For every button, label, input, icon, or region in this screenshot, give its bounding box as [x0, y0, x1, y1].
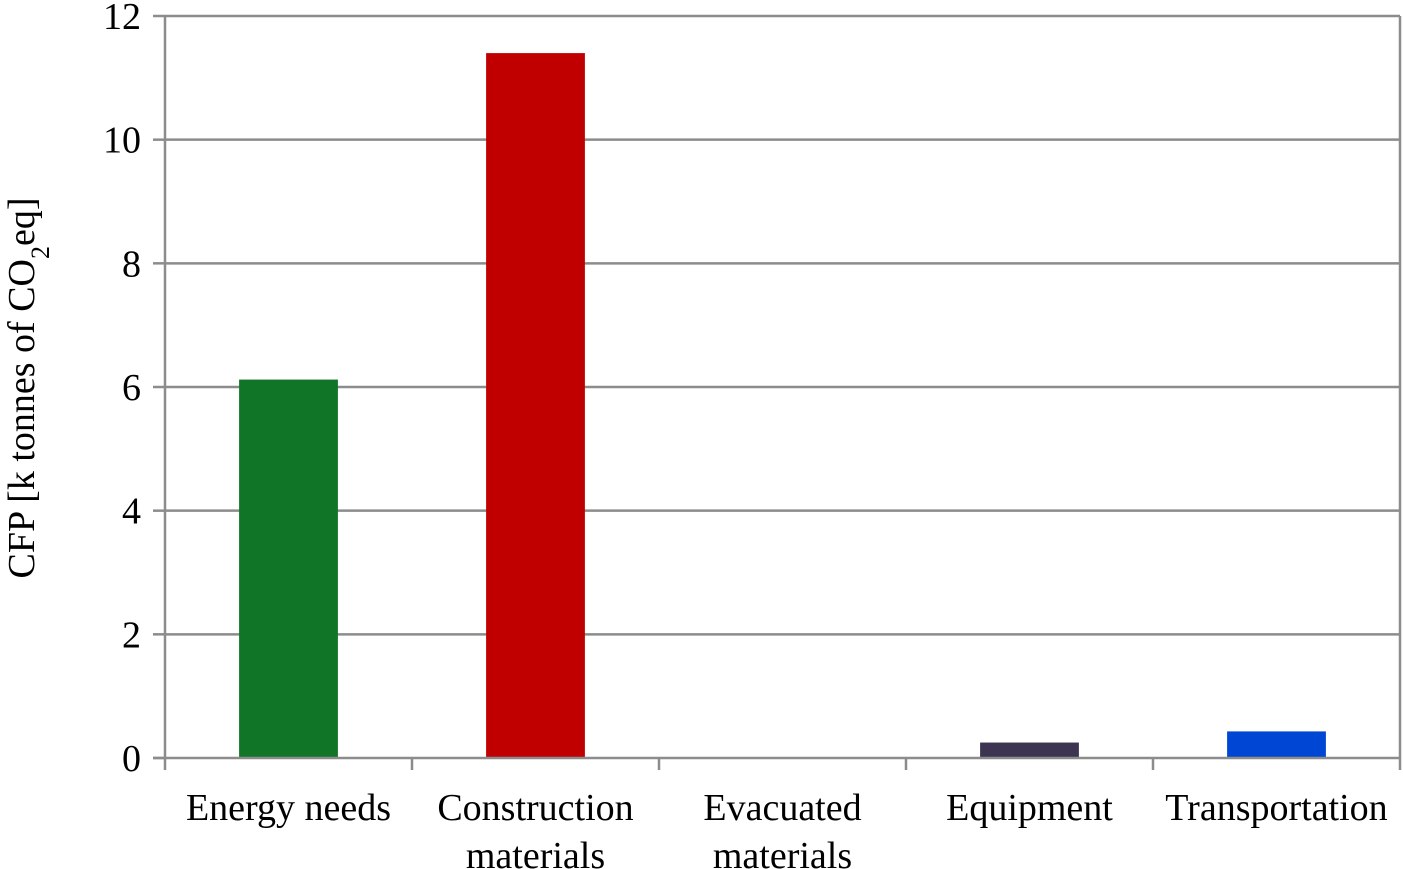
gridlines	[165, 14, 1400, 636]
bar	[239, 379, 338, 758]
y-tick-label: 4	[122, 491, 141, 533]
y-axis-title-subscript: 2	[26, 246, 55, 259]
x-tick-label: Transportation	[1165, 787, 1387, 829]
axes	[153, 14, 1402, 770]
y-tick-label: 12	[103, 0, 141, 38]
x-tick-label: Evacuated materials	[703, 787, 861, 869]
bar	[486, 53, 585, 759]
y-tick-labels: 0 2 4 6 8 10 12	[103, 0, 141, 780]
y-axis-title-prefix: CFP [k tonnes of CO	[1, 259, 43, 579]
bar	[1227, 731, 1326, 758]
x-tick-labels: Energy needs Construction materials Evacuat…	[186, 787, 1388, 869]
bar	[980, 742, 1079, 758]
y-axis-title-suffix: eq]	[1, 197, 43, 246]
x-tick-label: Equipment	[946, 787, 1113, 829]
bars	[239, 53, 1326, 759]
y-tick-label: 6	[122, 367, 141, 409]
y-tick-label: 8	[122, 243, 141, 285]
y-tick-label: 2	[122, 614, 141, 656]
y-axis-title: CFP [k tonnes of CO2eq]	[1, 197, 55, 578]
x-tick-label: Construction materials	[437, 787, 633, 869]
y-tick-label: 10	[103, 120, 141, 162]
y-tick-label: 0	[122, 738, 141, 780]
x-tick-label: Energy needs	[186, 787, 391, 829]
